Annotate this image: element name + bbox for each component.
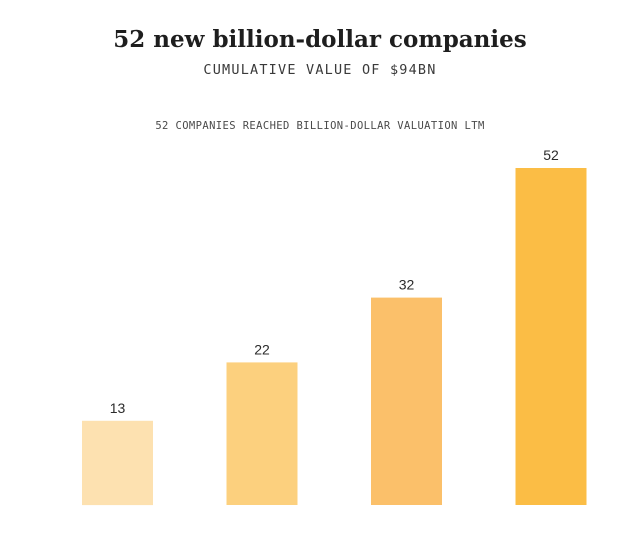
bars-group (82, 168, 587, 506)
chart-caption: 52 COMPANIES REACHED BILLION-DOLLAR VALU… (155, 120, 485, 132)
data-label-1: 13 (110, 400, 126, 416)
chart-title: 52 new billion-dollar companies (113, 26, 527, 53)
data-label-4: 52 (543, 147, 559, 163)
data-label-3: 32 (399, 277, 415, 293)
bar-2 (226, 362, 298, 505)
data-label-2: 22 (254, 341, 270, 357)
bar-1 (82, 420, 153, 506)
bar-4 (515, 168, 587, 505)
bar-3 (371, 297, 442, 505)
data-labels-group: 13 22 32 52 (110, 147, 559, 416)
chart-subtitle: CUMULATIVE VALUE OF $94BN (203, 62, 437, 78)
